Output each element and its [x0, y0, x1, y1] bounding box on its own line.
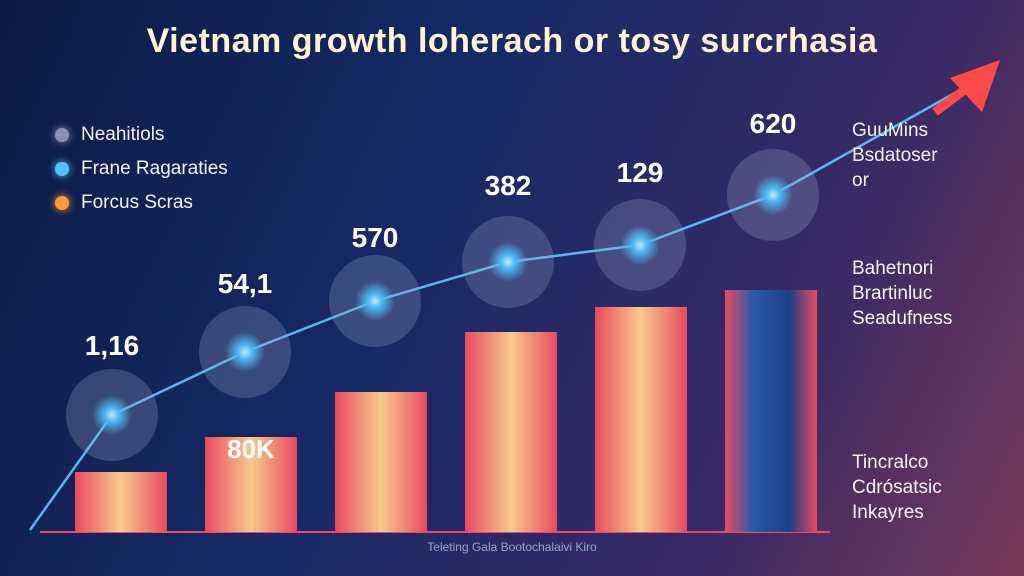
side-note-2-line-1: Bahetnori: [852, 258, 934, 279]
data-label-6: 620: [750, 108, 797, 139]
side-note-1-line-3: or: [852, 170, 869, 191]
footer-caption: Teleting Gala Bootochalaivi Kiro: [427, 540, 597, 554]
data-point-5: [620, 225, 660, 265]
legend: Neahitiols Frane Ragaraties Forcus Scras: [55, 118, 228, 220]
data-label-4: 382: [485, 170, 532, 201]
side-note-3-line-2: Cdrósatsic: [852, 477, 942, 498]
chart-title: Vietnam growth loherach or tosy surcrhas…: [146, 22, 878, 60]
data-label-2: 54,1: [218, 268, 273, 299]
trend-arrow-shaft: [932, 78, 978, 116]
side-note-1-line-1: GuuMins: [852, 120, 929, 141]
side-note-3-line-3: Inkayres: [852, 502, 924, 523]
bar-1: [75, 472, 167, 532]
side-note-1: GuuMins Bsdatoser or: [852, 118, 938, 193]
legend-item: Forcus Scras: [55, 186, 228, 220]
legend-label: Frane Ragaraties: [81, 158, 228, 179]
bar-2: [205, 437, 297, 532]
side-note-1-line-2: Bsdatoser: [852, 145, 938, 166]
legend-item: Frane Ragaraties: [55, 152, 228, 186]
bar-5: [595, 307, 687, 532]
side-note-2-line-2: Brartinluc: [852, 283, 933, 304]
legend-label: Forcus Scras: [81, 192, 193, 213]
data-point-4: [488, 242, 528, 282]
legend-swatch: [55, 196, 69, 210]
data-point-3: [355, 281, 395, 321]
data-label-1: 1,16: [85, 330, 140, 361]
legend-item: Neahitiols: [55, 118, 228, 152]
bar-6: [725, 290, 817, 532]
legend-swatch: [55, 128, 69, 142]
trend-line: [28, 88, 961, 531]
legend-swatch: [55, 162, 69, 176]
data-point-6: [753, 175, 793, 215]
side-note-2-line-3: Seadufness: [852, 308, 953, 329]
bar-label: 80K: [227, 434, 275, 464]
data-point-1: [92, 395, 132, 435]
data-label-5: 129: [617, 157, 664, 188]
side-note-3: Tincralco Cdrósatsic Inkayres: [852, 450, 942, 525]
side-note-3-line-1: Tincralco: [852, 452, 929, 473]
bar-4: [465, 332, 557, 532]
data-label-3: 570: [352, 222, 399, 253]
legend-label: Neahitiols: [81, 124, 165, 145]
bar-3: [335, 392, 427, 532]
data-point-2: [225, 332, 265, 372]
side-note-2: Bahetnori Brartinluc Seadufness: [852, 256, 952, 331]
